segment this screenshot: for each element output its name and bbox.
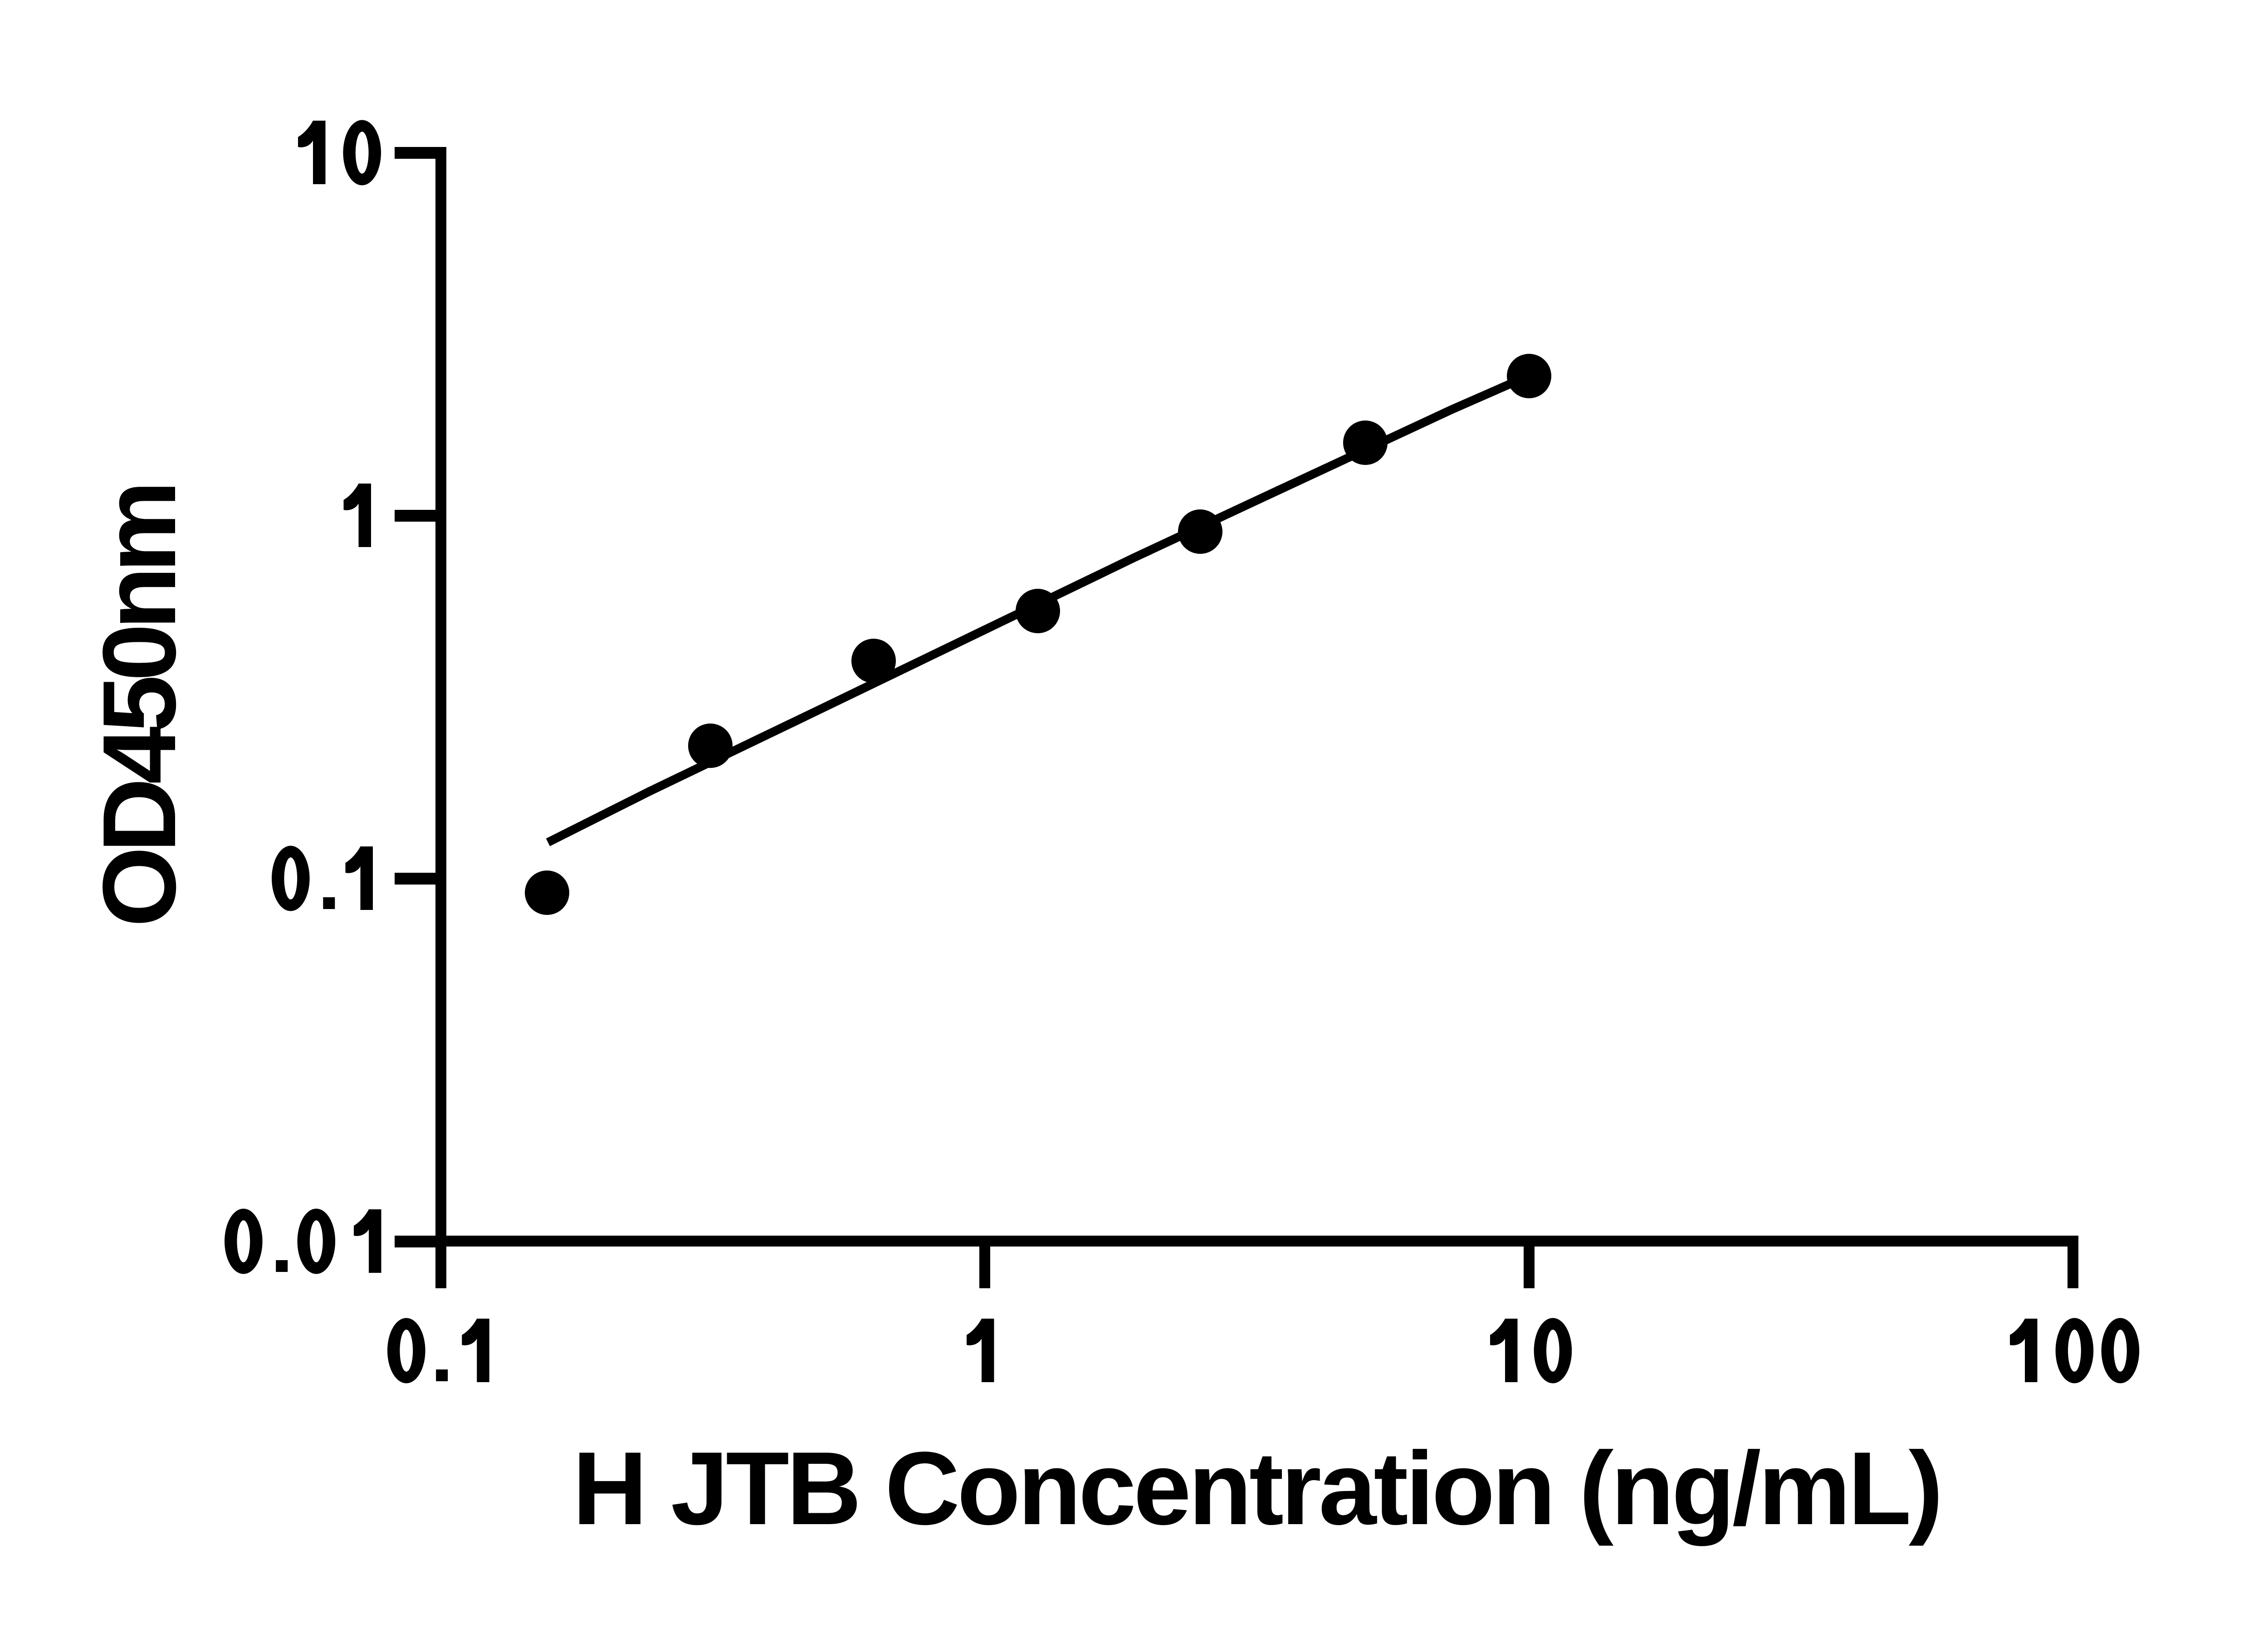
svg-text:H JTB Concentration (ng/mL): H JTB Concentration (ng/mL): [572, 1430, 1943, 1546]
svg-text:OD450nm: OD450nm: [81, 480, 197, 927]
